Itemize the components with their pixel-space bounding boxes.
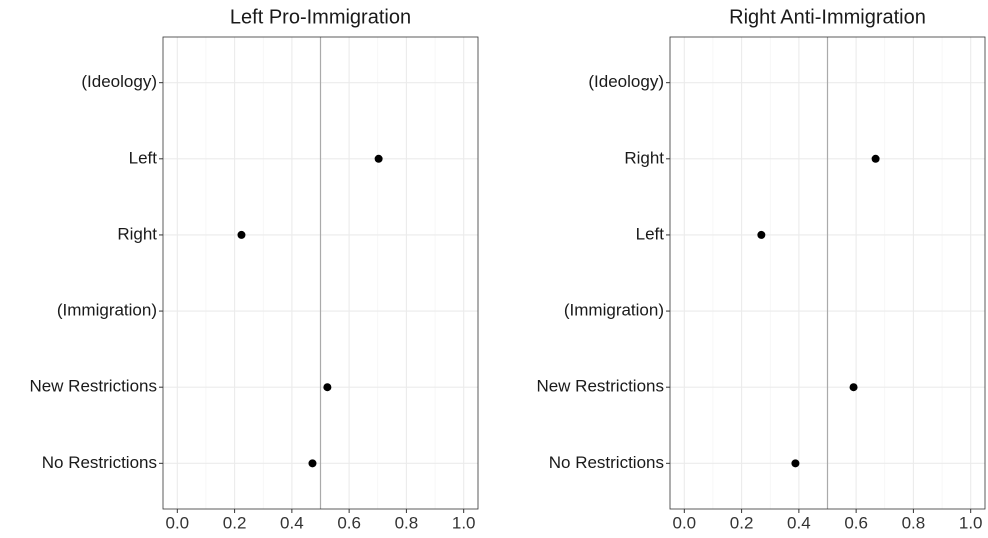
chart-title: Left Pro-Immigration: [230, 6, 411, 28]
x-tick-label: 0.8: [395, 513, 419, 532]
chart-title: Right Anti-Immigration: [729, 6, 926, 28]
dot: [849, 383, 858, 392]
x-tick-label: 0.2: [730, 513, 754, 532]
y-tick-label: (Ideology): [81, 72, 157, 91]
x-tick-label: 0.2: [223, 513, 247, 532]
dot: [237, 230, 246, 239]
dot: [757, 230, 766, 239]
dot: [323, 383, 332, 392]
x-tick-label: 0.6: [337, 513, 361, 532]
y-tick-label: Right: [117, 224, 157, 243]
y-tick-label: Right: [624, 148, 664, 167]
y-tick-label: Left: [636, 224, 665, 243]
dot: [308, 459, 317, 468]
dot: [791, 459, 800, 468]
panel-border: [669, 36, 986, 510]
y-tick-label: No Restrictions: [549, 453, 664, 472]
panel-border: [162, 36, 479, 510]
y-tick-label: (Ideology): [588, 72, 664, 91]
x-tick-label: 0.4: [280, 513, 304, 532]
x-tick-label: 1.0: [452, 513, 476, 532]
y-tick-label: (Immigration): [57, 301, 157, 320]
x-tick-label: 0.0: [672, 513, 696, 532]
y-tick-label: New Restrictions: [29, 377, 157, 396]
y-tick-label: No Restrictions: [42, 453, 157, 472]
y-tick-label: New Restrictions: [536, 377, 664, 396]
y-tick-label: Left: [129, 148, 158, 167]
x-tick-label: 0.4: [787, 513, 811, 532]
y-tick-label: (Immigration): [564, 301, 664, 320]
x-tick-label: 1.0: [959, 513, 983, 532]
dot: [871, 154, 880, 163]
x-tick-label: 0.6: [844, 513, 868, 532]
dot: [374, 154, 383, 163]
x-tick-label: 0.8: [902, 513, 926, 532]
x-tick-label: 0.0: [165, 513, 189, 532]
